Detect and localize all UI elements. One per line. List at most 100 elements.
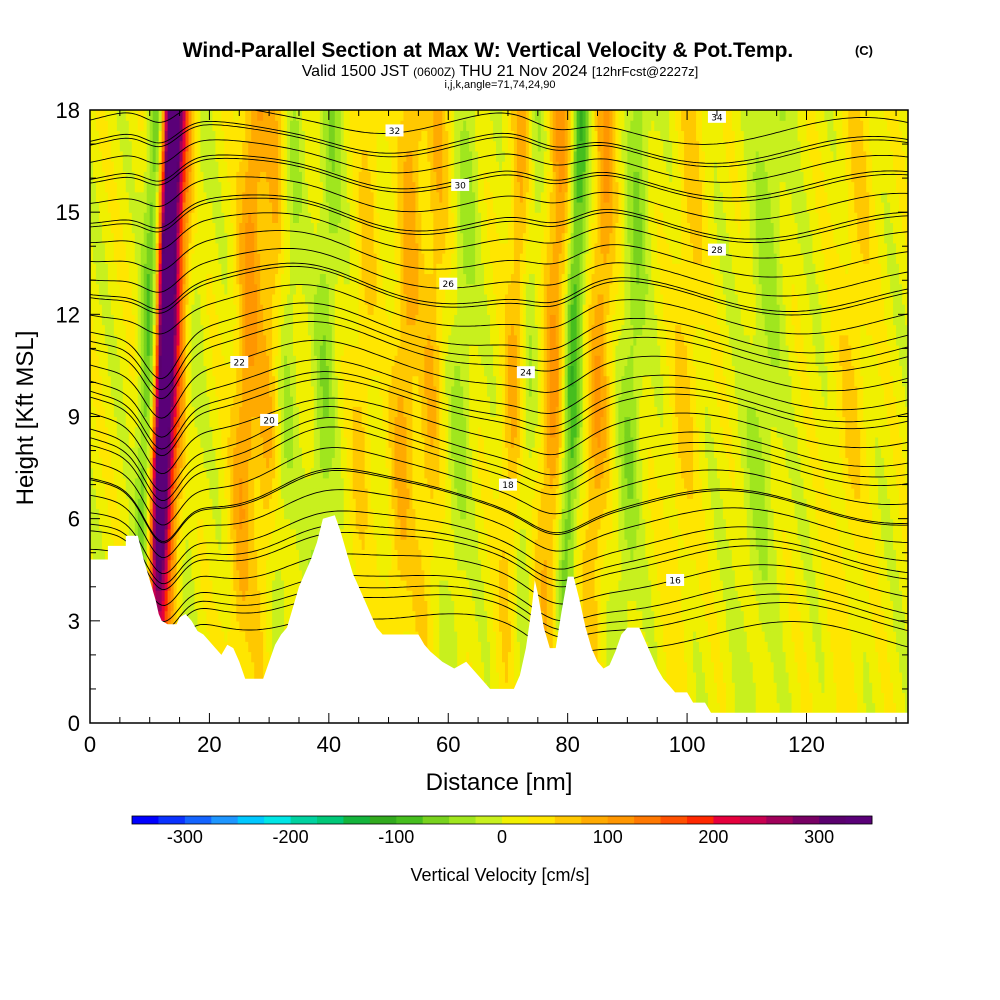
field-cell: [101, 457, 106, 469]
field-cell: [179, 355, 184, 367]
field-cell: [260, 590, 264, 601]
field-cell: [275, 304, 279, 315]
field-cell: [287, 150, 291, 162]
field-cell: [275, 171, 279, 183]
field-cell: [95, 396, 100, 407]
field-cell: [212, 212, 216, 223]
field-cell: [301, 161, 306, 172]
field-cell: [212, 201, 216, 213]
field-cell: [298, 467, 303, 479]
field-cell: [116, 161, 121, 172]
field-cell: [287, 334, 291, 346]
field-cell: [92, 549, 97, 561]
field-cell: [215, 253, 219, 264]
field-cell: [257, 110, 261, 121]
field-cell: [278, 304, 282, 315]
field-cell: [331, 508, 336, 520]
field-cell: [260, 314, 264, 326]
field-cell: [272, 181, 276, 193]
field-cell: [209, 130, 214, 142]
field-cell: [263, 375, 267, 387]
field-cell: [134, 488, 139, 499]
field-cell: [284, 477, 288, 489]
field-cell: [295, 559, 300, 571]
field-cell: [149, 579, 154, 591]
field-cell: [260, 488, 264, 499]
field-cell: [307, 283, 312, 295]
field-cell: [301, 140, 306, 152]
field-cell: [224, 457, 228, 469]
field-cell: [266, 518, 270, 530]
field-cell: [251, 212, 255, 223]
field-cell: [275, 579, 279, 591]
field-cell: [266, 447, 270, 458]
field-cell: [331, 130, 336, 142]
field-cell: [212, 426, 216, 438]
field-cell: [233, 242, 237, 254]
field-cell: [275, 447, 279, 458]
field-cell: [200, 150, 205, 162]
field-cell: [281, 150, 285, 162]
field-cell: [272, 222, 276, 234]
field-cell: [90, 416, 94, 428]
field-cell: [203, 355, 208, 367]
field-cell: [185, 365, 190, 377]
field-cell: [173, 375, 178, 387]
field-cell: [140, 273, 145, 285]
field-cell: [176, 436, 181, 448]
field-cell: [179, 171, 184, 183]
field-cell: [125, 416, 130, 428]
field-cell: [266, 467, 270, 479]
field-cell: [116, 273, 121, 285]
field-cell: [316, 498, 321, 510]
field-cell: [331, 191, 336, 203]
field-cell: [260, 641, 264, 653]
field-cell: [173, 508, 178, 520]
field-cell: [209, 120, 214, 132]
field-cell: [239, 426, 243, 438]
field-cell: [298, 498, 303, 510]
field-cell: [182, 579, 187, 591]
field-cell: [245, 539, 249, 550]
field-cell: [212, 355, 216, 367]
field-cell: [95, 171, 100, 183]
field-cell: [107, 304, 112, 315]
field-cell: [287, 559, 291, 571]
field-cell: [224, 488, 228, 499]
field-cell: [251, 457, 255, 469]
field-cell: [92, 365, 97, 377]
field-cell: [170, 232, 175, 244]
field-cell: [293, 498, 297, 510]
field-cell: [152, 344, 157, 356]
field-cell: [149, 426, 154, 438]
field-cell: [307, 120, 312, 132]
field-cell: [110, 314, 115, 326]
field-cell: [122, 110, 127, 121]
field-cell: [313, 508, 318, 520]
field-cell: [215, 579, 219, 591]
field-cell: [164, 477, 169, 489]
field-cell: [125, 396, 130, 407]
field-cell: [269, 610, 273, 622]
field-cell: [185, 457, 190, 469]
field-cell: [236, 549, 240, 561]
field-cell: [266, 375, 270, 387]
field-cell: [140, 488, 145, 499]
field-cell: [224, 365, 228, 377]
field-cell: [140, 396, 145, 407]
field-cell: [257, 416, 261, 428]
field-cell: [215, 508, 219, 520]
field-cell: [263, 569, 267, 581]
field-cell: [92, 140, 97, 152]
field-cell: [107, 344, 112, 356]
field-cell: [116, 181, 121, 193]
field-cell: [301, 447, 306, 458]
field-cell: [185, 314, 190, 326]
field-cell: [90, 314, 94, 326]
field-cell: [278, 436, 282, 448]
field-cell: [242, 242, 246, 254]
field-cell: [218, 436, 222, 448]
field-cell: [328, 181, 333, 193]
field-cell: [269, 569, 273, 581]
field-cell: [293, 355, 297, 367]
